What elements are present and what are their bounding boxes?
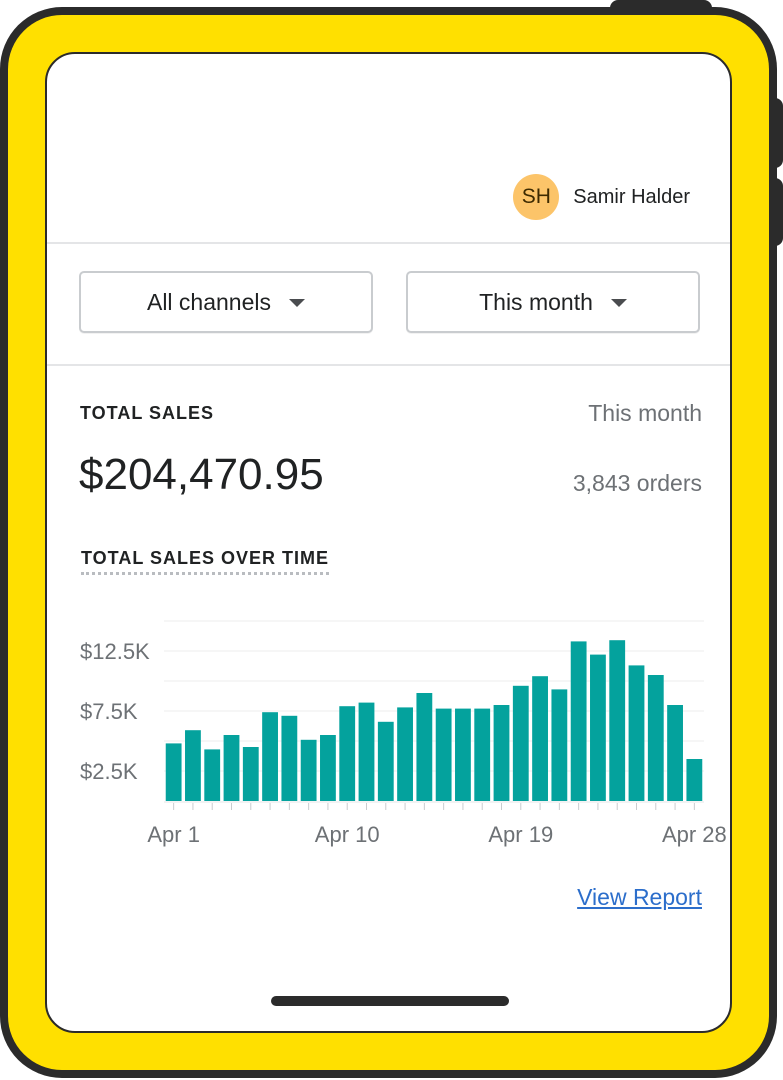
screen: SH Samir Halder All channels This month … [45, 52, 732, 1033]
bar[interactable] [493, 705, 510, 801]
bar[interactable] [609, 640, 626, 801]
caret-down-icon [289, 299, 306, 307]
bar[interactable] [397, 707, 413, 801]
bar[interactable] [223, 735, 240, 801]
bar[interactable] [512, 685, 529, 801]
bar[interactable] [647, 675, 664, 801]
app-header: SH Samir Halder [47, 54, 730, 244]
caret-down-icon [610, 299, 627, 307]
bar[interactable] [590, 654, 606, 801]
y-tick-label: $7.5K [80, 699, 138, 724]
bar[interactable] [435, 708, 452, 801]
bar[interactable] [300, 739, 317, 801]
bar[interactable] [242, 747, 259, 801]
device-frame: SH Samir Halder All channels This month … [0, 7, 777, 1078]
chart-title[interactable]: TOTAL SALES OVER TIME [81, 548, 330, 575]
bar[interactable] [416, 693, 433, 801]
total-sales-heading: TOTAL SALES [80, 403, 215, 423]
bar[interactable] [686, 759, 703, 801]
avatar[interactable]: SH [513, 174, 560, 220]
period-label: This month [588, 400, 702, 426]
orders-count: 3,843 orders [572, 470, 702, 496]
y-tick-label: $12.5K [80, 639, 150, 664]
sales-bar-chart: $2.5K $7.5K $12.5K Apr 1 Apr 10 Apr 19 Apr 28 [80, 620, 727, 847]
bar[interactable] [262, 712, 278, 801]
filter-bar: All channels This month [47, 244, 730, 366]
period-select[interactable]: This month [406, 271, 700, 333]
bar[interactable] [455, 708, 471, 801]
x-tick-label: Apr 19 [488, 822, 553, 847]
view-report-link[interactable]: View Report [577, 884, 702, 910]
bar[interactable] [551, 689, 568, 801]
bar[interactable] [532, 676, 548, 801]
y-tick-label: $2.5K [80, 759, 138, 784]
bar[interactable] [339, 706, 356, 801]
bar[interactable] [185, 730, 201, 801]
x-tick-label: Apr 10 [315, 822, 380, 847]
channel-select[interactable]: All channels [79, 271, 373, 333]
device-bezel: SH Samir Halder All channels This month … [8, 15, 769, 1070]
bar[interactable] [165, 743, 182, 801]
bar[interactable] [667, 705, 683, 801]
bar[interactable] [570, 641, 587, 801]
user-name: Samir Halder [573, 185, 690, 208]
user-menu[interactable]: SH Samir Halder [513, 174, 690, 220]
bar[interactable] [320, 735, 336, 801]
bar[interactable] [204, 749, 221, 801]
total-sales-value: $204,470.95 [79, 450, 324, 499]
x-tick-label: Apr 28 [662, 822, 727, 847]
bar[interactable] [377, 721, 394, 801]
channel-select-label: All channels [146, 288, 272, 315]
bar[interactable] [358, 702, 375, 801]
bar[interactable] [474, 708, 491, 801]
x-tick-label: Apr 1 [147, 822, 200, 847]
bar[interactable] [281, 715, 298, 801]
bar[interactable] [628, 665, 645, 801]
home-indicator [271, 996, 509, 1006]
period-select-label: This month [479, 288, 593, 315]
